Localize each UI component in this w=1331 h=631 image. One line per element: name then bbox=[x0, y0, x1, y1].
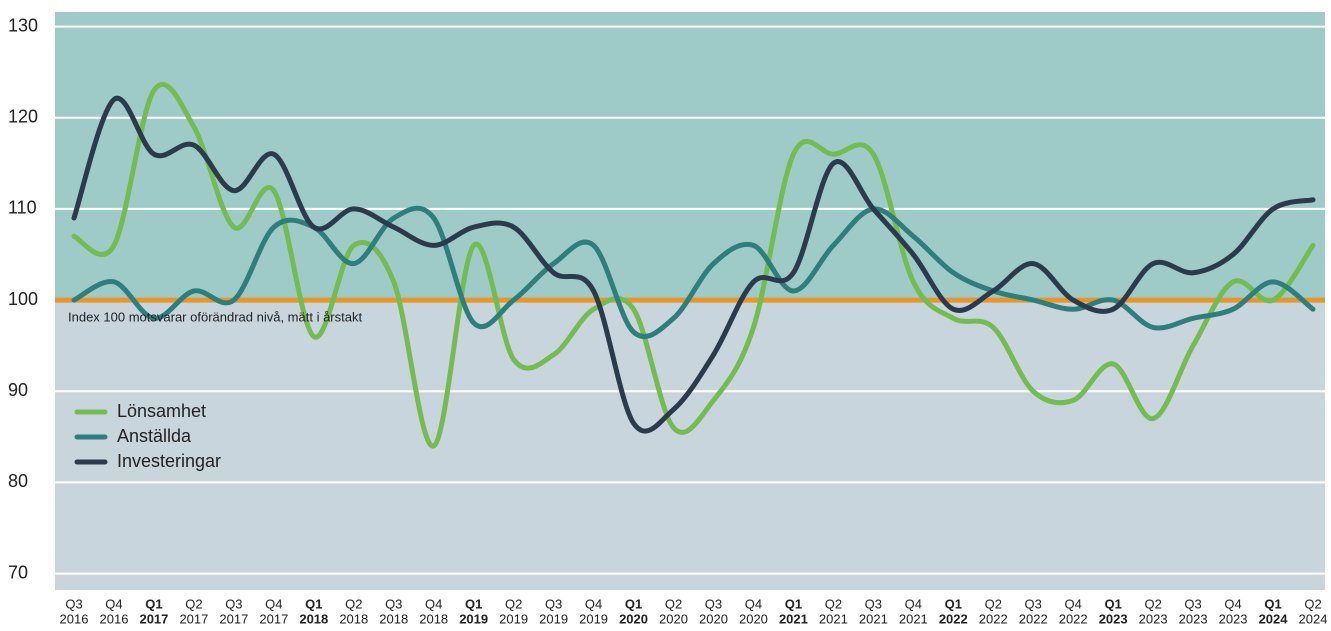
x-tick-label: 2021 bbox=[779, 611, 808, 626]
x-tick-label: 2019 bbox=[499, 611, 528, 626]
x-tick-label: 2017 bbox=[179, 611, 208, 626]
x-tick-label: Q4 bbox=[1065, 596, 1082, 611]
x-tick-label: Q4 bbox=[265, 596, 282, 611]
x-tick-label: Q1 bbox=[305, 596, 322, 611]
x-tick-label: Q2 bbox=[505, 596, 522, 611]
x-tick-label: Q2 bbox=[1304, 596, 1321, 611]
y-tick-label: 130 bbox=[8, 15, 38, 35]
legend-label: Lönsamhet bbox=[117, 401, 206, 421]
x-tick-label: Q4 bbox=[1224, 596, 1241, 611]
x-tick-label: 2022 bbox=[1019, 611, 1048, 626]
y-tick-label: 80 bbox=[8, 471, 28, 491]
x-tick-label: 2018 bbox=[299, 611, 328, 626]
x-tick-label: Q3 bbox=[65, 596, 82, 611]
upper-band bbox=[55, 12, 1325, 301]
x-tick-label: Q1 bbox=[1104, 596, 1121, 611]
legend-label: Anställda bbox=[117, 426, 192, 446]
x-tick-label: Q4 bbox=[425, 596, 442, 611]
x-tick-label: Q1 bbox=[145, 596, 162, 611]
x-tick-label: Q2 bbox=[1144, 596, 1161, 611]
x-tick-label: Q3 bbox=[705, 596, 722, 611]
x-tick-label: 2024 bbox=[1299, 611, 1328, 626]
x-tick-label: Q2 bbox=[665, 596, 682, 611]
x-tick-label: 2018 bbox=[339, 611, 368, 626]
y-tick-label: 70 bbox=[8, 562, 28, 582]
x-tick-label: 2023 bbox=[1139, 611, 1168, 626]
series-line bbox=[71, 205, 1316, 340]
x-tick-label: 2018 bbox=[419, 611, 448, 626]
x-tick-label: Q4 bbox=[905, 596, 922, 611]
x-tick-label: 2021 bbox=[859, 611, 888, 626]
x-tick-label: Q4 bbox=[745, 596, 762, 611]
x-tick-label: 2019 bbox=[579, 611, 608, 626]
x-tick-label: Q1 bbox=[785, 596, 802, 611]
x-tick-label: Q2 bbox=[185, 596, 202, 611]
x-tick-label: 2016 bbox=[60, 611, 89, 626]
x-tick-label: 2019 bbox=[539, 611, 568, 626]
x-tick-label: Q3 bbox=[225, 596, 242, 611]
x-tick-label: 2023 bbox=[1179, 611, 1208, 626]
x-tick-label: Q2 bbox=[825, 596, 842, 611]
x-tick-label: 2024 bbox=[1259, 611, 1289, 626]
x-tick-label: Q4 bbox=[105, 596, 122, 611]
x-tick-label: 2016 bbox=[100, 611, 129, 626]
x-tick-label: 2022 bbox=[939, 611, 968, 626]
x-tick-label: 2022 bbox=[1059, 611, 1088, 626]
x-tick-label: 2020 bbox=[659, 611, 688, 626]
x-tick-label: Q2 bbox=[985, 596, 1002, 611]
series-line bbox=[71, 81, 1316, 449]
x-tick-label: 2021 bbox=[819, 611, 848, 626]
x-tick-label: 2019 bbox=[459, 611, 488, 626]
x-tick-label: Q3 bbox=[865, 596, 882, 611]
legend-label: Investeringar bbox=[117, 451, 221, 471]
y-tick-label: 120 bbox=[8, 107, 38, 127]
annotation: Index 100 motsvarar oförändrad nivå, mät… bbox=[68, 309, 362, 324]
x-tick-label: 2020 bbox=[619, 611, 648, 626]
x-tick-label: Q3 bbox=[545, 596, 562, 611]
x-tick-label: 2017 bbox=[219, 611, 248, 626]
x-tick-label: Q3 bbox=[1025, 596, 1042, 611]
x-tick-label: Q1 bbox=[625, 596, 642, 611]
x-tick-label: 2020 bbox=[699, 611, 728, 626]
x-tick-label: 2023 bbox=[1099, 611, 1128, 626]
x-tick-label: Q4 bbox=[585, 596, 602, 611]
lower-band bbox=[55, 300, 1325, 590]
x-tick-label: Q1 bbox=[1264, 596, 1281, 611]
y-tick-label: 110 bbox=[8, 198, 37, 218]
series-line bbox=[71, 95, 1316, 434]
y-tick-label: 90 bbox=[8, 380, 28, 400]
x-tick-label: 2021 bbox=[899, 611, 928, 626]
x-tick-label: 2022 bbox=[979, 611, 1008, 626]
y-tick-label: 100 bbox=[8, 289, 38, 309]
x-tick-label: Q3 bbox=[1184, 596, 1201, 611]
x-tick-label: Q1 bbox=[945, 596, 962, 611]
x-tick-label: 2017 bbox=[259, 611, 288, 626]
x-tick-label: 2023 bbox=[1219, 611, 1248, 626]
x-tick-label: 2020 bbox=[739, 611, 768, 626]
x-tick-label: 2017 bbox=[139, 611, 168, 626]
x-tick-label: Q1 bbox=[465, 596, 482, 611]
x-tick-label: 2018 bbox=[379, 611, 408, 626]
x-tick-label: Q3 bbox=[385, 596, 402, 611]
x-tick-label: Q2 bbox=[345, 596, 362, 611]
